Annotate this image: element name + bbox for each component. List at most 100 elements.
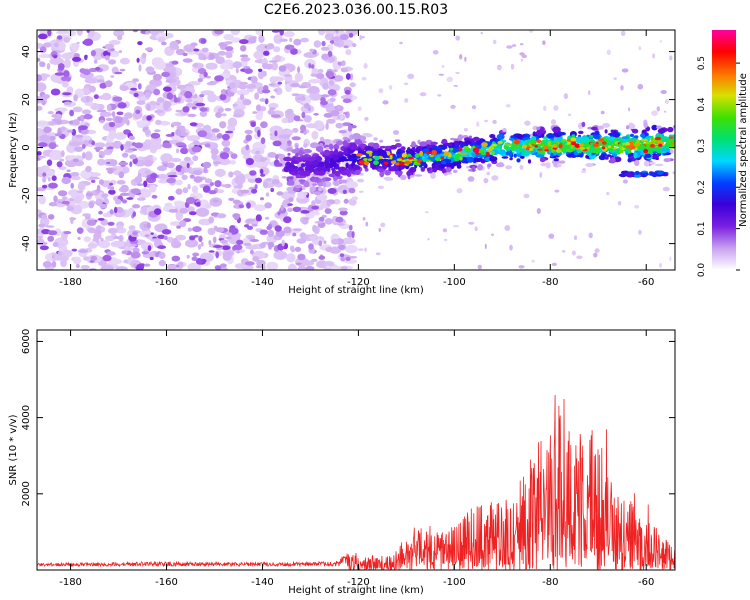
noise-speckle-1323: [248, 36, 257, 44]
noise-speckle-1315: [195, 258, 203, 265]
signal-cell-2429: [414, 174, 423, 177]
noise-speckle-1298: [60, 126, 66, 132]
noise-speckle-1514: [99, 203, 108, 209]
signal-cell-2529: [457, 134, 463, 141]
noise-haze-125: [300, 37, 309, 43]
noise-speckle-1065: [50, 88, 61, 96]
snr-x-tick-label-5: -80: [542, 577, 558, 588]
noise-haze-397: [81, 109, 92, 115]
noise-speckle-1250: [114, 198, 122, 205]
noise-speckle-938: [239, 54, 249, 58]
noise-speckle-739: [175, 48, 185, 56]
signal-core-2862: [544, 149, 549, 152]
noise-haze-380: [37, 120, 48, 126]
signal-core-2886: [485, 152, 490, 157]
noise-speckle-1566: [292, 187, 300, 192]
noise-speckle-993: [269, 107, 276, 110]
noise-speckle-1588: [283, 74, 292, 77]
noise-haze-428: [73, 256, 82, 265]
noise-haze-93: [317, 30, 326, 36]
noise-speckle-1095: [132, 204, 141, 209]
signal-core-2964: [606, 143, 613, 146]
signal-core-2882: [656, 146, 662, 149]
signal-core-2861: [522, 144, 528, 149]
noise-speckle-1584: [312, 224, 317, 232]
noise-speckle-885: [249, 170, 257, 176]
signal-cell-2645: [502, 127, 507, 132]
noise-speckle-1128: [172, 237, 179, 245]
signal-cell-2817: [378, 149, 387, 157]
noise-speckle-924: [209, 182, 215, 186]
secondary-cell-3038: [649, 172, 657, 176]
noise-speckle-1501: [41, 214, 48, 220]
signal-cell-2801: [303, 180, 310, 188]
noise-haze-479: [186, 135, 201, 142]
signal-cell-2750: [434, 160, 443, 165]
signal-core-2921: [356, 153, 363, 157]
noise-haze-639: [286, 253, 296, 263]
signal-cell-2614: [295, 152, 299, 158]
signal-core-2987: [472, 147, 480, 153]
noise-speckle-1398: [145, 129, 151, 136]
noise-haze-693: [274, 55, 282, 62]
noise-haze-495: [308, 235, 317, 240]
noise-haze-659: [113, 30, 125, 37]
spectrogram-y-tick-label-0: -40: [21, 235, 32, 251]
signal-cell-2752: [441, 160, 447, 165]
signal-core-2897: [481, 142, 488, 147]
noise-speckle-1104: [69, 109, 74, 117]
noise-speckle-816: [260, 197, 264, 201]
sparse-dot-1600: [363, 63, 368, 69]
signal-cell-2218: [590, 126, 599, 131]
noise-speckle-1443: [328, 80, 335, 86]
noise-speckle-1522: [86, 192, 94, 197]
noise-speckle-929: [246, 202, 251, 209]
noise-speckle-1049: [106, 251, 116, 256]
noise-speckle-901: [303, 143, 308, 148]
signal-core-2935: [506, 144, 513, 147]
signal-cell-2129: [606, 154, 612, 158]
signal-core-2959: [555, 148, 562, 153]
noise-speckle-1273: [220, 89, 227, 95]
signal-cell-1977: [287, 179, 295, 186]
sparse-dot-1726: [588, 90, 591, 96]
noise-speckle-764: [76, 41, 80, 45]
noise-speckle-1421: [251, 188, 258, 194]
signal-core-2914: [404, 160, 412, 165]
noise-haze-565: [100, 264, 114, 270]
sparse-dot-1624: [358, 190, 364, 193]
noise-speckle-1016: [116, 111, 124, 116]
noise-speckle-860: [107, 104, 112, 112]
noise-speckle-1432: [137, 41, 143, 46]
sparse-dot-1674: [441, 65, 445, 68]
noise-speckle-1475: [275, 154, 279, 160]
noise-speckle-862: [287, 203, 293, 207]
signal-cell-2502: [352, 133, 361, 140]
noise-speckle-1285: [283, 216, 292, 224]
noise-haze-406: [207, 93, 218, 103]
signal-cell-2754: [540, 162, 548, 167]
noise-haze-390: [159, 120, 171, 126]
noise-speckle-955: [252, 256, 260, 262]
noise-speckle-1532: [300, 124, 307, 132]
noise-haze-507: [63, 58, 71, 69]
signal-core-2917: [513, 139, 520, 145]
signal-cell-2819: [646, 135, 653, 139]
signal-core-2884: [607, 140, 613, 143]
noise-speckle-1426: [141, 251, 149, 255]
noise-speckle-840: [130, 87, 138, 91]
noise-haze-540: [311, 130, 319, 140]
noise-speckle-1317: [225, 52, 233, 59]
noise-speckle-893: [321, 40, 326, 47]
sparse-dot-1683: [523, 193, 530, 199]
signal-core-2973: [643, 148, 649, 154]
noise-speckle-1346: [326, 201, 331, 207]
snr-frame: [36, 329, 676, 571]
noise-speckle-1144: [89, 85, 96, 93]
noise-haze-536: [340, 94, 353, 100]
signal-cell-2354: [356, 178, 365, 183]
noise-haze-315: [165, 32, 174, 39]
snr-series-line: [37, 394, 675, 570]
sparse-dot-1696: [364, 116, 369, 121]
noise-haze-350: [107, 227, 118, 235]
